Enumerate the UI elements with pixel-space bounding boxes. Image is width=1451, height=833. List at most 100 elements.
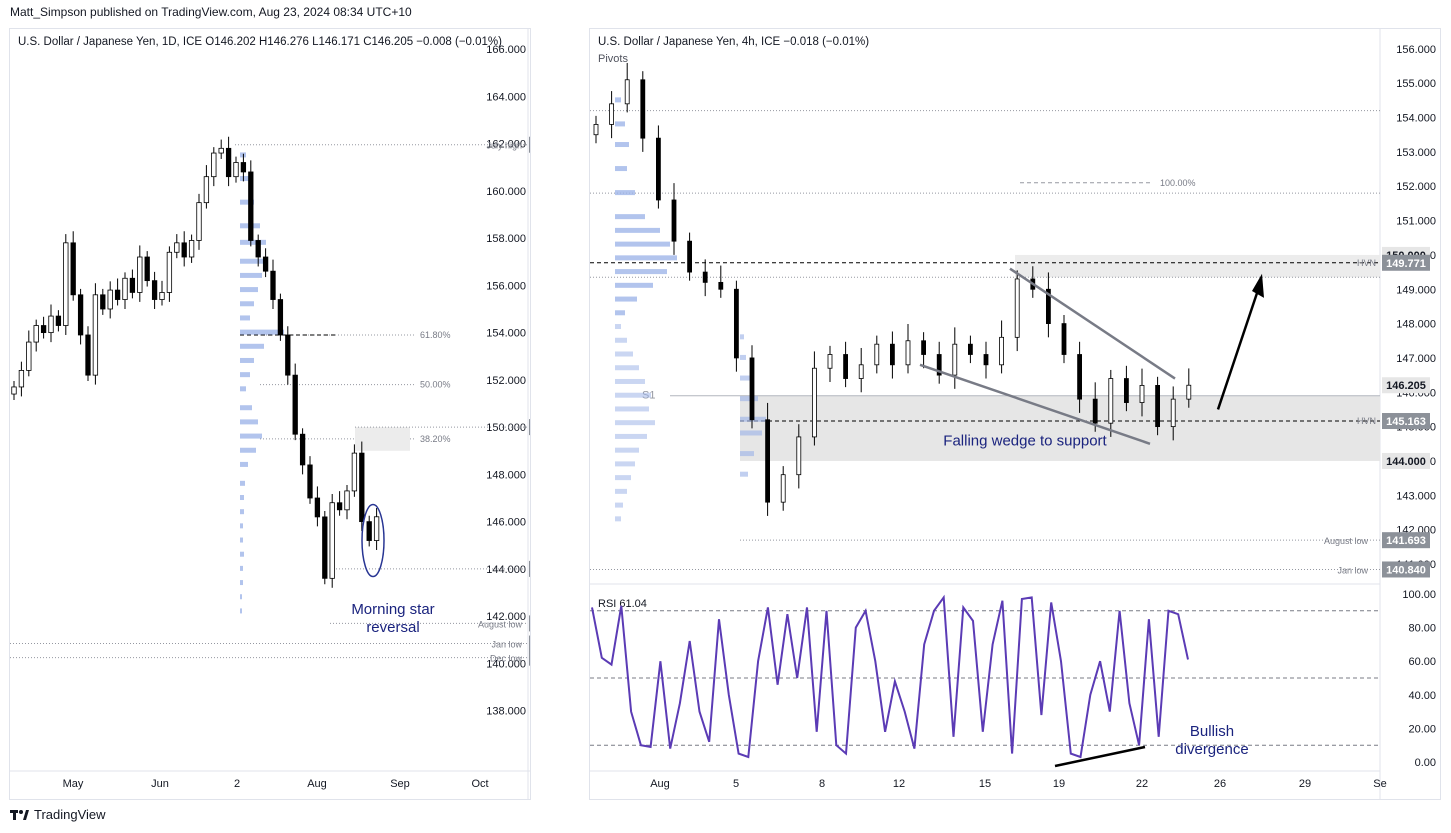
four-hour-volume-profile-bar (615, 121, 625, 127)
four-hour-volume-profile-bar (615, 392, 651, 398)
four-hour-x-tick-label: 8 (819, 778, 825, 790)
daily-volume-profile-bar (240, 287, 258, 293)
daily-candle (48, 315, 54, 334)
daily-volume-profile-bar (240, 372, 250, 378)
daily-candle (314, 497, 321, 518)
divergence-annotation: Bullish divergence (1175, 723, 1248, 758)
four-hour-price-tag-label: 140.840 (1386, 564, 1426, 576)
bullish-arrow-head (1252, 273, 1264, 298)
daily-chart-panel[interactable]: 166.000 164.000 162.000 160.000 158.000 156.0… (9, 28, 531, 800)
four-hour-candle (921, 340, 927, 355)
daily-volume-profile-bar (240, 509, 244, 515)
four-hour-x-tick-label: Se (1373, 778, 1386, 790)
four-hour-volume-profile-bar (615, 241, 670, 247)
wedge-upper-line (1009, 267, 1176, 380)
four-hour-volume-profile-bar (615, 420, 655, 426)
daily-volume-profile-bar (240, 523, 243, 529)
daily-y-tick-label: 140.000 (486, 658, 526, 670)
footer-brand: TradingView (34, 807, 106, 822)
four-hour-volume-profile-bar (615, 475, 631, 481)
four-hour-y-tick-label: 143.000 (1396, 490, 1436, 502)
four-hour-y-tick-label: 149.000 (1396, 284, 1436, 296)
four-hour-candle (1124, 378, 1129, 403)
daily-y-tick-label: 160.000 (486, 186, 526, 198)
daily-candle (151, 280, 158, 300)
tradingview-logo-icon (10, 809, 29, 820)
four-hour-volume-profile-bar (740, 396, 758, 402)
daily-candle (336, 502, 343, 511)
four-hour-volume-profile-bar (615, 282, 653, 288)
daily-price-tag (529, 649, 530, 666)
daily-y-tick-label: 150.000 (486, 422, 526, 434)
four-hour-volume-profile-bar (615, 502, 623, 508)
four-hour-candle (874, 343, 880, 366)
fib-label: 38.20% (420, 434, 451, 444)
four-hour-candle (936, 354, 942, 376)
four-hour-x-tick-label: 22 (1136, 778, 1148, 790)
four-hour-candle (624, 79, 630, 105)
daily-x-tick-label: Sep (390, 778, 410, 790)
daily-volume-profile-bar (240, 386, 246, 392)
four-hour-candle (889, 343, 895, 366)
rsi-y-tick-label: 60.00 (1408, 656, 1436, 668)
dec-low-label: Dec low (490, 654, 523, 664)
four-hour-volume-profile-bar (615, 97, 621, 103)
four-hour-chart-panel[interactable]: 156.000 155.000 154.000 153.000 152.000 151.0… (589, 28, 1441, 800)
four-hour-y-tick-label: 147.000 (1396, 353, 1436, 365)
four-hour-price-tag (1382, 413, 1430, 430)
daily-candle (359, 452, 365, 523)
daily-price-tag (529, 615, 530, 632)
daily-candle (92, 294, 99, 376)
daily-volume-profile-bar (240, 357, 254, 363)
daily-candle (174, 242, 180, 253)
four-hour-price-tag-label: 146.205 (1386, 380, 1426, 392)
four-hour-chart-legend: U.S. Dollar / Japanese Yen, 4h, ICE −0.0… (598, 36, 870, 48)
four-hour-volume-profile-bar (615, 324, 621, 330)
four-hour-candle (765, 419, 771, 503)
rsi-y-tick-label: 100.00 (1402, 589, 1436, 601)
daily-x-tick-label: Jun (151, 778, 169, 790)
four-hour-price-tag (1382, 254, 1430, 271)
four-hour-candle (1092, 398, 1098, 424)
daily-y-tick-label: 158.000 (486, 233, 526, 245)
four-hour-candle (687, 240, 692, 273)
four-hour-candle (702, 271, 708, 283)
daily-volume-profile-bar (240, 447, 256, 453)
daily-candle (329, 502, 335, 579)
daily-candle (144, 256, 150, 282)
daily-candle (11, 386, 17, 395)
four-hour-volume-profile-bar (740, 354, 746, 360)
four-hour-volume-profile-bar (740, 375, 750, 381)
four-hour-volume-profile-bar (615, 516, 621, 522)
four-hour-candle (1045, 288, 1051, 324)
daily-candle (292, 374, 298, 435)
four-hour-y-tick-label: 148.000 (1396, 319, 1436, 331)
four-hour-y-tick-label: 154.000 (1396, 113, 1436, 125)
four-hour-volume-profile-bar (615, 142, 629, 148)
daily-x-tick-label: Aug (307, 778, 327, 790)
daily-price-tag (529, 419, 530, 436)
four-hour-candle (858, 364, 864, 379)
daily-volume-profile-bar (240, 258, 268, 264)
four-hour-volume-profile-bar (615, 406, 649, 412)
wedge-lower-line (919, 363, 1151, 445)
four-hour-candle (609, 103, 615, 125)
daily-y-tick-label: 138.000 (486, 706, 526, 718)
july-high-label: July high (486, 141, 522, 151)
four-hour-chart-canvas[interactable]: 156.000 155.000 154.000 153.000 152.000 151.0… (590, 29, 1440, 799)
daily-volume-profile-bar (240, 551, 244, 557)
four-hour-y-tick-label: 156.000 (1396, 44, 1436, 56)
four-hour-volume-profile-bar (615, 378, 645, 384)
four-hour-candle (780, 474, 786, 503)
daily-chart-canvas[interactable]: 166.000 164.000 162.000 160.000 158.000 156.0… (10, 29, 530, 799)
august-low-label: August low (1324, 536, 1369, 546)
four-hour-price-tag-label: 141.693 (1386, 535, 1426, 547)
four-hour-candle (733, 288, 739, 359)
daily-y-tick-label: 162.000 (486, 139, 526, 151)
footer: TradingView (10, 807, 106, 822)
daily-candle (166, 251, 173, 293)
daily-candle (40, 325, 47, 334)
four-hour-price-tag-label: 149.771 (1386, 258, 1426, 270)
daily-candle (307, 464, 313, 499)
four-hour-y-tick-label: 155.000 (1396, 78, 1436, 90)
